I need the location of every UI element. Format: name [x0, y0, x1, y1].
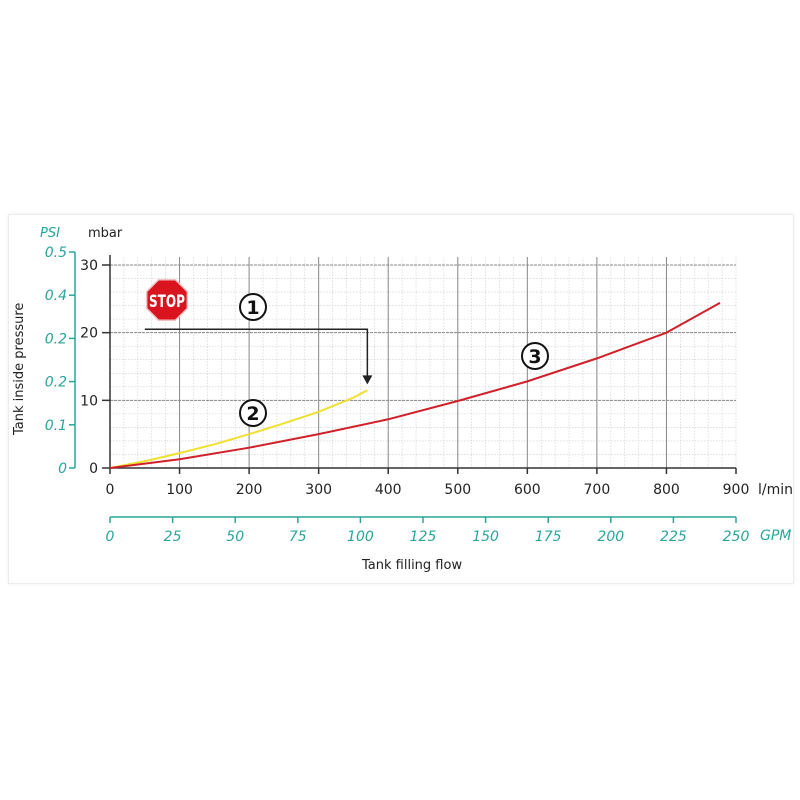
annotations: 1 2 3 STOP	[144, 278, 549, 427]
x-tick-label: 800	[653, 482, 680, 498]
gpm-tick-label: 175	[535, 529, 562, 545]
marker-1: 1	[246, 297, 259, 319]
y-tick-label: 30	[80, 258, 98, 274]
y-tick-label: 20	[80, 326, 98, 342]
x-tick-label: 600	[514, 482, 541, 498]
chart-panel	[8, 214, 794, 584]
y-unit-label: mbar	[88, 226, 123, 241]
x-tick-label: 700	[584, 482, 611, 498]
x-unit-label: l/min	[758, 482, 793, 498]
gpm-tick-label: 100	[347, 529, 374, 545]
arrow-head-icon	[362, 375, 373, 385]
x-tick-label: 900	[723, 482, 750, 498]
x-tick-label: 500	[444, 482, 471, 498]
psi-tick-label: 0.1	[45, 418, 67, 434]
x-tick-label: 400	[375, 482, 402, 498]
psi-tick-label: 0.4	[45, 288, 67, 304]
series-line-2	[109, 389, 368, 469]
arrow-line	[144, 328, 369, 384]
psi-tick-label: 0.2	[45, 375, 67, 391]
series-label-3: 3	[528, 346, 541, 368]
x-tick-label: 200	[236, 482, 263, 498]
gpm-tick-label: 0	[106, 529, 115, 545]
grid	[109, 257, 737, 469]
psi-tick-label: 0	[58, 461, 67, 477]
psi-tick-label: 0.2	[45, 331, 67, 347]
marker-1-circle	[239, 293, 267, 321]
psi-tick-label: 0.5	[45, 245, 67, 261]
psi-unit-label: PSI	[40, 226, 60, 241]
y-tick-label: 10	[80, 393, 98, 409]
gpm-tick-label: 225	[660, 529, 687, 545]
x-tick-label: 0	[106, 482, 115, 498]
x-tick-label: 300	[305, 482, 332, 498]
gpm-tick-label: 150	[472, 529, 499, 545]
gpm-tick-label: 50	[226, 529, 244, 545]
series-label-3-circle	[521, 342, 549, 370]
series-label-2: 2	[246, 403, 259, 425]
gpm-tick-label: 75	[289, 529, 307, 545]
series-label-2-circle	[239, 399, 267, 427]
series	[109, 302, 721, 469]
stop-sign-icon	[145, 278, 189, 322]
gpm-tick-label: 200	[597, 529, 624, 545]
series-line-3	[109, 302, 721, 469]
gpm-unit-label: GPM	[760, 528, 791, 544]
y-tick-label: 0	[89, 461, 98, 477]
gpm-tick-label: 25	[164, 529, 182, 545]
stop-sign-text: STOP	[149, 292, 185, 312]
gpm-tick-label: 125	[410, 529, 437, 545]
y-axis-title: Tank inside pressure	[12, 303, 27, 436]
x-axis-title: Tank filling flow	[361, 558, 462, 573]
x-tick-label: 100	[166, 482, 193, 498]
gpm-tick-label: 250	[723, 529, 750, 545]
